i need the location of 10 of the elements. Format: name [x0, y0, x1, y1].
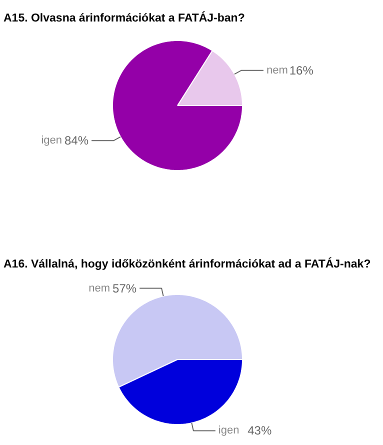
data-label: 16%: [289, 63, 314, 78]
slice-label: igen: [218, 424, 240, 437]
slice-label: nem: [88, 282, 110, 294]
data-label: 43%: [248, 424, 272, 438]
chart-title: A16. Vállalná, hogy időközönként árinformációkat ad a FATÁJ-nak?: [4, 256, 371, 270]
slice-label: igen: [41, 134, 62, 147]
data-label: 57%: [112, 281, 137, 296]
chart-title: A15. Olvasna árinformációkat a FATÁJ-ban?: [4, 10, 245, 24]
slice-label: nem: [266, 64, 288, 76]
data-label: 84%: [64, 134, 89, 148]
